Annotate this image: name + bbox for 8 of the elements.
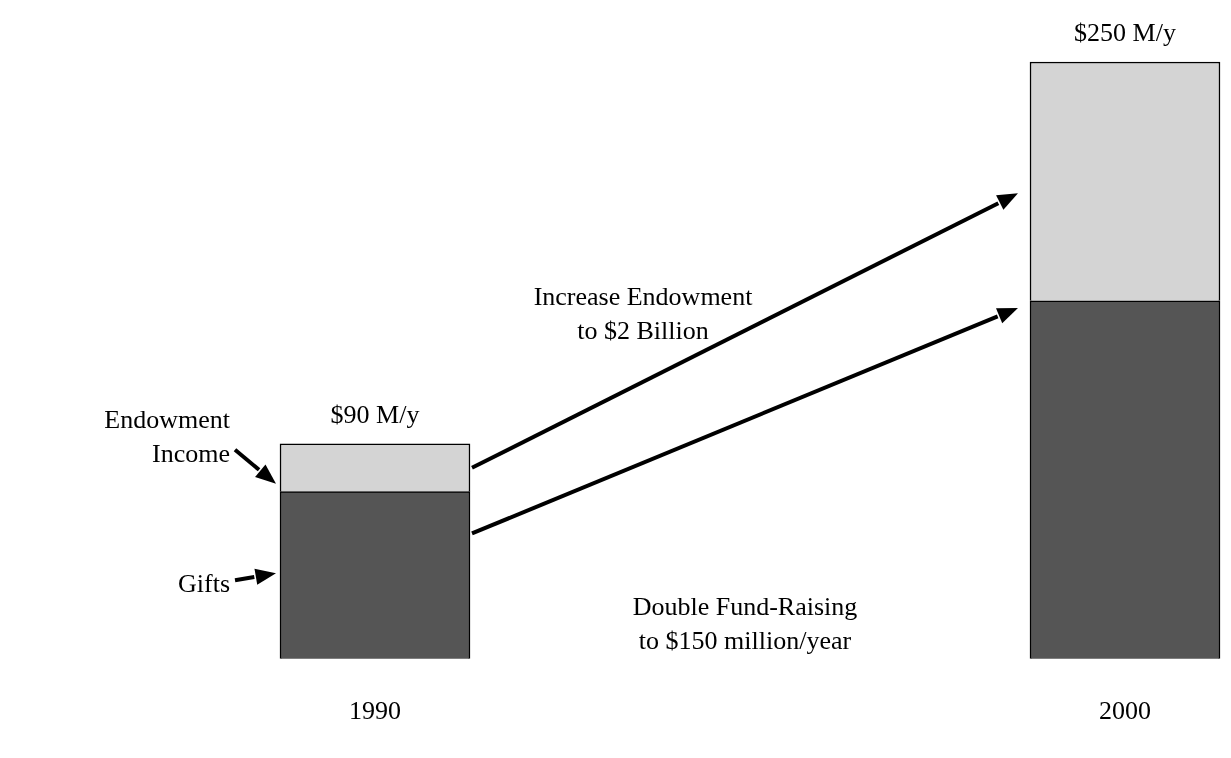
x-tick-label: 1990 <box>349 696 401 726</box>
annotation: $250 M/y <box>1074 17 1176 47</box>
series-label: Gifts <box>178 569 230 599</box>
annotation: Double Fund-Raising to $150 million/year <box>632 591 858 655</box>
x-tick-label: 2000 <box>1099 696 1151 726</box>
series-label: Endowment Income <box>104 404 231 468</box>
annotation: $90 M/y <box>330 399 420 429</box>
annotation: Increase Endowment to $2 Billion <box>533 281 754 345</box>
